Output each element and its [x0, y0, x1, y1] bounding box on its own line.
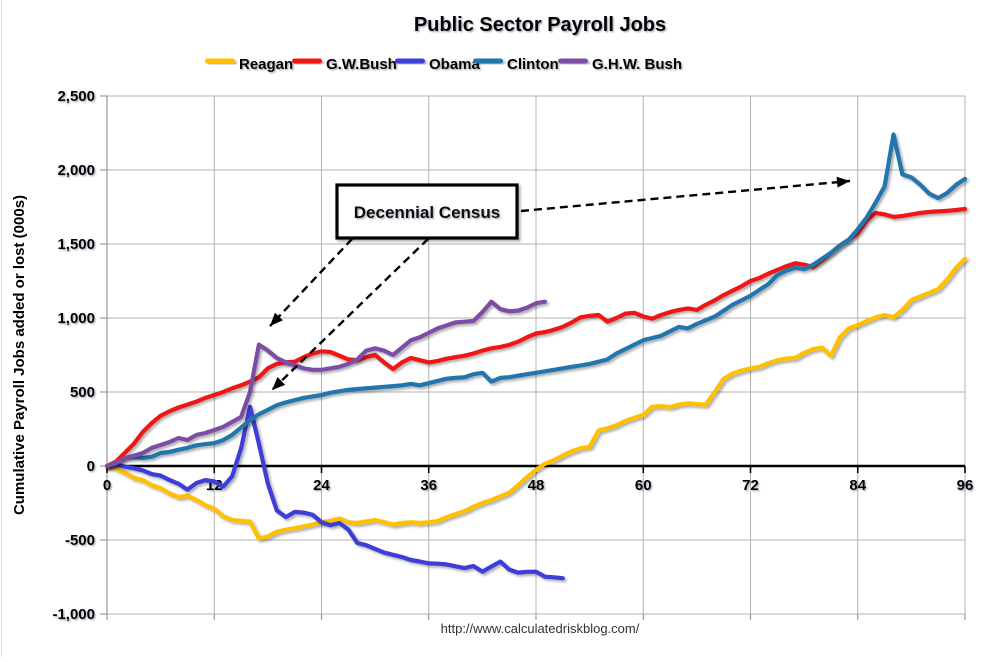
- legend-label: Reagan: [239, 56, 293, 73]
- x-tick-label: 84: [849, 477, 866, 494]
- series-line-obama: [104, 404, 565, 581]
- legend-label: Clinton: [507, 56, 559, 73]
- annotation-label: Decennial Census: [354, 203, 500, 222]
- x-tick-label: 72: [742, 477, 759, 494]
- y-tick-label: 2,500: [57, 88, 95, 105]
- x-tick-label: 48: [528, 477, 545, 494]
- y-tick-label: -1,000: [52, 606, 95, 623]
- series-line-clinton: [104, 132, 968, 469]
- annotation-box: [335, 183, 519, 240]
- legend-swatch: [395, 58, 425, 64]
- axes: [100, 95, 966, 620]
- arrow-to-ghwbush-census-spike: [269, 238, 353, 327]
- arrow-to-ghwbush-census-spike-head: [270, 312, 283, 326]
- legend-item-clinton: Clinton: [473, 56, 559, 73]
- legend-item-g-h-w-bush: G.H.W. Bush: [558, 56, 682, 73]
- y-axis-title: Cumulative Payroll Jobs added or lost (0…: [11, 195, 28, 515]
- legend-label: Obama: [429, 56, 481, 73]
- legend-label: G.H.W. Bush: [592, 56, 682, 73]
- x-tick-label: 0: [103, 477, 111, 494]
- series-line-g-h-w-bush: [104, 299, 547, 469]
- y-tick-label: 2,000: [57, 162, 95, 179]
- legend-swatch: [292, 58, 322, 64]
- chart-title: Public Sector Payroll Jobs: [414, 14, 666, 36]
- footer-url: http://www.calculatedriskblog.com/: [441, 621, 640, 636]
- legend: Reagan G.W.Bush Obama Clinton G.H.W. Bush: [205, 56, 682, 73]
- y-tick-label: 500: [70, 384, 95, 401]
- series-lines: [104, 132, 968, 581]
- x-tick-label: 60: [635, 477, 652, 494]
- gridlines: [107, 95, 966, 615]
- x-tick-label: 24: [313, 477, 330, 494]
- arrow-to-obama-census-spike-head: [272, 377, 286, 390]
- legend-swatch: [205, 58, 235, 64]
- arrow-to-obama-census-spike: [271, 238, 429, 391]
- legend-swatch: [558, 58, 588, 64]
- y-tick-label: 1,500: [57, 236, 95, 253]
- legend-label: G.W.Bush: [326, 56, 397, 73]
- arrow-to-clinton-census-spike-head: [836, 176, 850, 188]
- annotation: Decennial Census: [269, 176, 851, 391]
- legend-swatch: [473, 58, 503, 64]
- x-tick-label: 96: [957, 477, 974, 494]
- y-tick-label: 0: [87, 458, 95, 475]
- legend-item-g-w-bush: G.W.Bush: [292, 56, 397, 73]
- x-tick-label: 36: [420, 477, 437, 494]
- legend-item-obama: Obama: [395, 56, 481, 73]
- y-tick-label: 1,000: [57, 310, 95, 327]
- legend-item-reagan: Reagan: [205, 56, 293, 73]
- series-line-reagan: [104, 256, 968, 541]
- arrow-to-clinton-census-spike: [520, 179, 851, 213]
- y-tick-label: -500: [65, 532, 95, 549]
